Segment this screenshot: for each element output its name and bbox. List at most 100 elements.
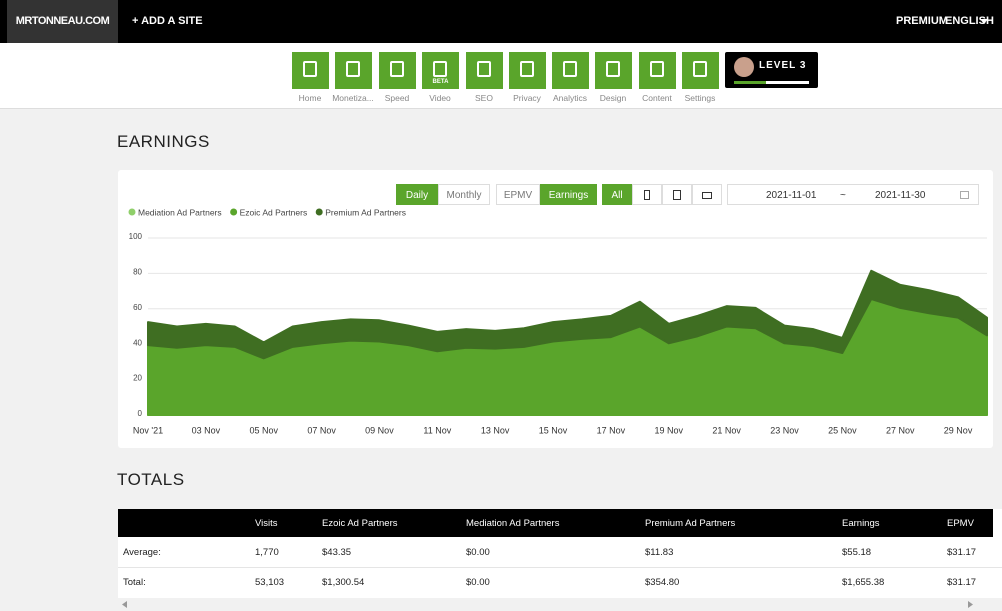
monthly-button[interactable]: Monthly <box>438 184 490 205</box>
nav-label[interactable]: SEO <box>475 93 493 103</box>
nav-label[interactable]: Privacy <box>513 93 541 103</box>
earnings-button[interactable]: Earnings <box>540 184 597 205</box>
nav-label[interactable]: Analytics <box>552 93 587 103</box>
nav-icon[interactable] <box>379 52 416 89</box>
nav-icon[interactable] <box>509 52 546 89</box>
x-tick-label: 13 Nov <box>481 425 510 435</box>
x-tick-label: 03 Nov <box>192 425 221 435</box>
nav-icon[interactable] <box>466 52 503 89</box>
nav-icon[interactable]: BETA <box>422 52 459 89</box>
table-cell: Total: <box>123 577 146 588</box>
x-tick-label: 07 Nov <box>307 425 336 435</box>
column-header: Mediation Ad Partners <box>466 518 560 529</box>
icon-glyph <box>390 61 404 77</box>
icon-glyph <box>433 61 447 77</box>
logo[interactable]: MRTONNEAU.COM <box>7 0 118 43</box>
icon-glyph <box>346 61 360 77</box>
x-tick-label: 09 Nov <box>365 425 394 435</box>
nav-label[interactable]: Design <box>599 93 627 103</box>
x-tick-label: 25 Nov <box>828 425 857 435</box>
x-tick-label: 29 Nov <box>944 425 973 435</box>
nav-bar: LEVEL 3 Home Monetiza... Speed BETA Video SEO… <box>0 43 1002 109</box>
earnings-title: EARNINGS <box>117 132 210 151</box>
nav-label[interactable]: Video <box>429 93 451 103</box>
language-select[interactable]: ENGLISH <box>945 15 994 27</box>
premium-link[interactable]: PREMIUM <box>896 15 948 27</box>
table-cell: $11.83 <box>645 547 674 558</box>
scrollbar[interactable] <box>118 598 1002 611</box>
nav-label[interactable]: Settings <box>684 93 716 103</box>
nav-icon[interactable] <box>335 52 372 89</box>
x-tick-label: 05 Nov <box>249 425 278 435</box>
legend-label[interactable]: Ezoic Ad Partners <box>240 207 308 217</box>
icon-glyph <box>606 61 620 77</box>
y-tick-label: 40 <box>133 338 142 347</box>
nav-label[interactable]: Monetiza... <box>332 93 374 103</box>
nav-icon[interactable] <box>595 52 632 89</box>
epmv-button[interactable]: EPMV <box>496 184 540 205</box>
column-header: Earnings <box>842 518 880 529</box>
table-cell: Average: <box>123 547 161 558</box>
y-tick-label: 80 <box>133 268 142 277</box>
legend-swatch <box>315 208 323 216</box>
top-bar: MRTONNEAU.COM + ADD A SITE PREMIUM ENGLI… <box>0 0 1002 43</box>
date-separator: ~ <box>840 190 846 201</box>
nav-label[interactable]: Content <box>642 93 672 103</box>
nav-icon[interactable] <box>639 52 676 89</box>
x-tick-label: 21 Nov <box>712 425 741 435</box>
table-cell: 53,103 <box>255 577 285 588</box>
row-divider <box>118 567 1002 568</box>
table-cell: $31.17 <box>947 577 977 588</box>
x-tick-label: 23 Nov <box>770 425 799 435</box>
totals-title: TOTALS <box>117 470 185 489</box>
table-cell: $354.80 <box>645 577 680 588</box>
area <box>147 269 988 360</box>
level-badge[interactable]: LEVEL 3 <box>725 52 818 88</box>
scroll-left[interactable] <box>122 601 127 608</box>
date-to: 2021-11-30 <box>875 190 926 201</box>
nav-label[interactable]: Home <box>298 93 322 103</box>
calendar-icon <box>960 191 969 199</box>
table-cell: $1,300.54 <box>322 577 365 588</box>
column-header: EPMV <box>947 518 974 529</box>
date-range[interactable]: 2021-11-01 ~ 2021-11-30 <box>727 184 979 205</box>
tablet-button[interactable] <box>662 184 692 205</box>
y-tick-label: 60 <box>133 303 142 312</box>
caret <box>980 19 988 24</box>
scroll-right[interactable] <box>968 601 973 608</box>
date-from: 2021-11-01 <box>766 190 817 201</box>
avatar <box>734 57 754 77</box>
nav-icon[interactable] <box>682 52 719 89</box>
all-button[interactable]: All <box>602 184 632 205</box>
table-cell: $31.17 <box>947 547 977 558</box>
add-site[interactable]: + ADD A SITE <box>132 15 203 27</box>
x-tick-label: 17 Nov <box>597 425 626 435</box>
level-track <box>734 81 809 84</box>
y-tick-label: 100 <box>129 232 143 241</box>
legend-swatch <box>230 208 238 216</box>
level-text: LEVEL 3 <box>759 60 807 71</box>
x-tick-label: 15 Nov <box>539 425 568 435</box>
totals-table: Visits Ezoic Ad Partners Mediation Ad Part… <box>118 509 1002 598</box>
table-cell: $55.18 <box>842 547 872 558</box>
mobile-button[interactable] <box>632 184 662 205</box>
table-header <box>118 509 993 537</box>
daily-button[interactable]: Daily <box>396 184 438 205</box>
nav-label[interactable]: Speed <box>384 93 410 103</box>
icon-glyph <box>303 61 317 77</box>
column-header: Visits <box>255 518 278 529</box>
icon-glyph <box>693 61 707 77</box>
table-cell: 1,770 <box>255 547 279 558</box>
table-cell: $1,655.38 <box>842 577 885 588</box>
table-cell: $0.00 <box>466 577 490 588</box>
legend-label[interactable]: Premium Ad Partners <box>325 207 406 217</box>
nav-icon[interactable] <box>292 52 329 89</box>
legend-swatch <box>128 208 136 216</box>
icon-glyph <box>520 61 534 77</box>
legend-label[interactable]: Mediation Ad Partners <box>138 207 222 217</box>
chart-card: Daily Monthly EPMV Earnings All 2021-11-… <box>118 170 993 448</box>
icon-glyph <box>650 61 664 77</box>
y-tick-label: 20 <box>133 374 142 383</box>
nav-icon[interactable] <box>552 52 589 89</box>
desktop-button[interactable] <box>692 184 722 205</box>
